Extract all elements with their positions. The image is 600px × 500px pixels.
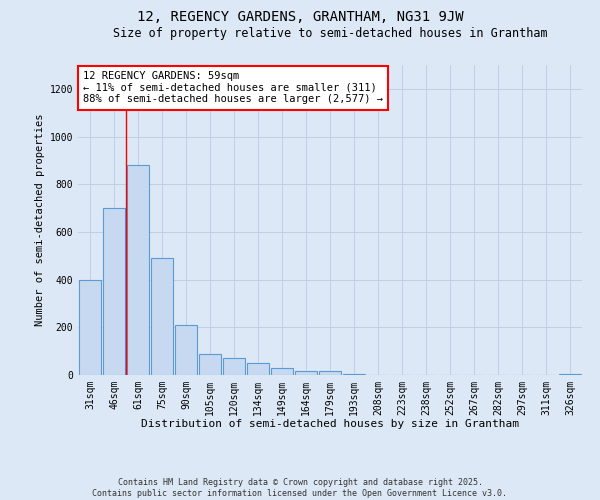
Bar xyxy=(247,363,269,375)
Title: Size of property relative to semi-detached houses in Grantham: Size of property relative to semi-detach… xyxy=(113,27,547,40)
Bar xyxy=(319,372,341,375)
Text: 12 REGENCY GARDENS: 59sqm
← 11% of semi-detached houses are smaller (311)
88% of: 12 REGENCY GARDENS: 59sqm ← 11% of semi-… xyxy=(83,71,383,104)
Y-axis label: Number of semi-detached properties: Number of semi-detached properties xyxy=(35,114,46,326)
Bar xyxy=(103,208,125,375)
Bar xyxy=(127,165,149,375)
Bar xyxy=(175,325,197,375)
Bar xyxy=(559,374,581,375)
Bar xyxy=(271,368,293,375)
Text: 12, REGENCY GARDENS, GRANTHAM, NG31 9JW: 12, REGENCY GARDENS, GRANTHAM, NG31 9JW xyxy=(137,10,463,24)
Bar xyxy=(199,354,221,375)
Bar xyxy=(295,372,317,375)
Bar xyxy=(343,374,365,375)
X-axis label: Distribution of semi-detached houses by size in Grantham: Distribution of semi-detached houses by … xyxy=(141,420,519,430)
Text: Contains HM Land Registry data © Crown copyright and database right 2025.
Contai: Contains HM Land Registry data © Crown c… xyxy=(92,478,508,498)
Bar xyxy=(151,258,173,375)
Bar xyxy=(79,280,101,375)
Bar xyxy=(223,358,245,375)
